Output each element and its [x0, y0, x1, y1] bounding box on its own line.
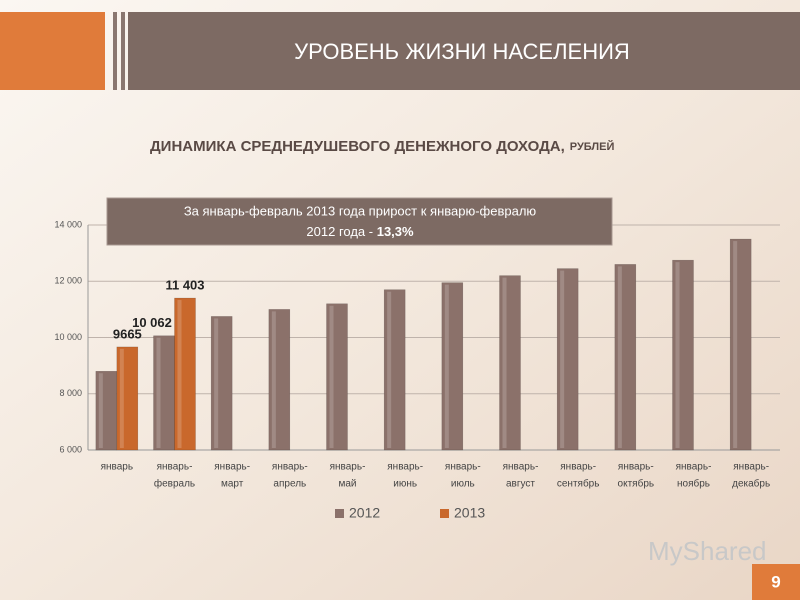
x-tick-label: декабрь [732, 478, 770, 490]
bar-highlight [560, 270, 565, 448]
bar-highlight [156, 337, 161, 448]
x-tick-label: январь [101, 462, 133, 473]
bar [210, 316, 233, 451]
annotation-box [106, 197, 613, 246]
bar-highlight [733, 241, 738, 448]
x-tick-label: май [338, 479, 356, 490]
header-bar [128, 12, 800, 90]
bar [268, 309, 291, 451]
y-tick-label: 14 000 [54, 219, 82, 229]
x-tick-label: ноябрь [677, 478, 710, 490]
chart-title: ДИНАМИКА СРЕДНЕДУШЕВОГО ДЕНЕЖНОГО ДОХОДА… [150, 138, 614, 155]
page-number: 9 [771, 572, 780, 591]
bar [556, 268, 579, 451]
x-tick-label: январь- [733, 462, 769, 473]
bar-highlight [329, 305, 334, 448]
y-tick-label: 6 000 [59, 444, 82, 454]
x-tick-label: март [221, 479, 244, 490]
bar [174, 297, 196, 451]
legend-swatch [440, 509, 449, 518]
x-tick-label: июль [451, 479, 475, 490]
x-tick-label: январь- [445, 462, 481, 473]
chart-subtitle: РУБЛЕЙ [570, 140, 615, 153]
data-label: 10 062 [132, 315, 172, 330]
x-tick-label: январь- [503, 462, 539, 473]
y-tick-label: 8 000 [59, 388, 82, 398]
annotation-text: 2012 года - [306, 224, 376, 239]
annotation-highlight: 13,3% [377, 224, 414, 239]
bar [499, 275, 521, 451]
plot: 6 000 8 000 10 000 12 000 14 000 январь 9665 ян… [54, 219, 780, 490]
bar-highlight [214, 318, 219, 448]
chart-title-main: ДИНАМИКА СРЕДНЕДУШЕВОГО ДЕНЕЖНОГО ДОХОДА… [150, 138, 565, 155]
bar-highlight [98, 373, 103, 448]
x-tick-label: октябрь [618, 478, 655, 490]
bar [441, 282, 464, 451]
x-tick-label: август [506, 479, 535, 490]
x-tick-label: январь- [560, 462, 596, 473]
bar-highlight [177, 300, 182, 448]
bar-highlight [502, 277, 507, 448]
legend-label: 2013 [454, 505, 485, 521]
x-tick-label: январь- [387, 462, 423, 473]
x-tick-label: январь- [157, 462, 193, 473]
bar [326, 303, 348, 451]
x-tick-label: январь- [214, 462, 250, 473]
bar [116, 346, 139, 451]
header-title: УРОВЕНЬ ЖИЗНИ НАСЕЛЕНИЯ [294, 39, 630, 64]
bar-highlight [444, 284, 449, 448]
header-stripe [113, 12, 117, 90]
bar-highlight [617, 266, 622, 448]
data-label: 11 403 [165, 277, 204, 292]
x-tick-label: февраль [154, 478, 195, 490]
legend: 2012 2013 [335, 505, 485, 521]
x-tick-label: январь- [676, 462, 712, 473]
x-tick-label: июнь [393, 479, 417, 490]
x-tick-label: апрель [273, 479, 306, 490]
x-tick-label: январь- [618, 462, 654, 473]
header-stripe [121, 12, 125, 90]
x-tick-label: январь- [330, 462, 366, 473]
annotation: За январь-февраль 2013 года прирост к ян… [184, 203, 537, 218]
page-badge [752, 564, 800, 600]
bar-highlight [271, 311, 276, 448]
legend-swatch [335, 509, 344, 518]
bar [614, 264, 637, 451]
bar-highlight [119, 348, 124, 448]
bar [729, 238, 752, 451]
annotation: 2012 года - 13,3% [306, 224, 414, 239]
legend-label: 2012 [349, 505, 380, 521]
header-accent [0, 12, 105, 90]
bar-highlight [387, 291, 392, 448]
bar [383, 289, 406, 451]
data-label: 9665 [113, 326, 142, 341]
x-tick-label: сентябрь [557, 478, 600, 490]
watermark: MyShared [648, 536, 767, 566]
y-tick-label: 10 000 [54, 332, 82, 342]
x-tick-label: январь- [272, 462, 308, 473]
bar [672, 259, 694, 451]
y-tick-label: 12 000 [54, 276, 82, 286]
bar-highlight [675, 262, 680, 448]
